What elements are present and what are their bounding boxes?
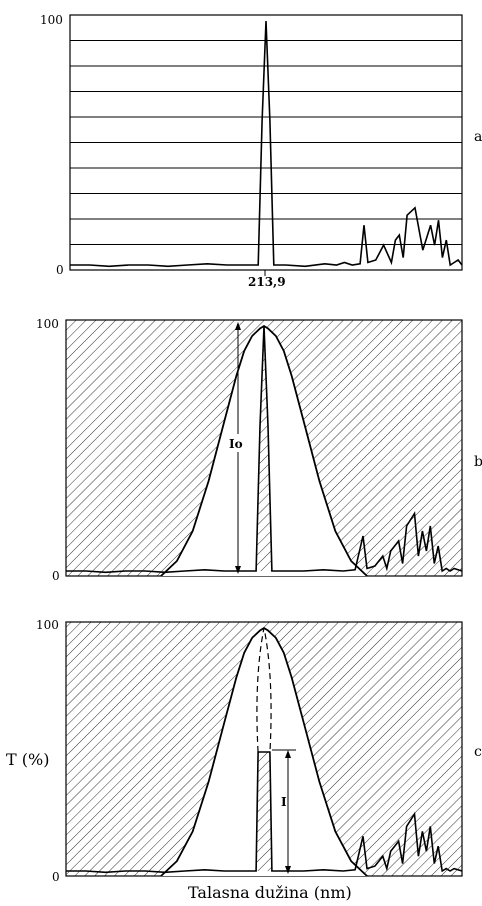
panel-b-io-label-bg [228, 434, 248, 452]
panel-a-letter: a [474, 129, 482, 145]
panel-b: Io 0 100 b [36, 317, 482, 583]
panel-c-ytick-100: 100 [36, 618, 59, 632]
panel-c-spectrum-line [66, 751, 463, 874]
x-axis-title: Talasna dužina (nm) [188, 883, 352, 902]
panel-c-i-label: I [281, 795, 287, 809]
panel-b-spectrum-line [66, 325, 463, 574]
panel-b-letter: b [474, 454, 482, 470]
panel-b-ytick-0: 0 [52, 569, 60, 583]
panel-b-ytick-100: 100 [36, 317, 59, 331]
panel-b-io-arrowhead-bottom [235, 566, 241, 574]
panel-b-io-arrowhead-top [235, 322, 241, 330]
panel-a-xtick-label: 213,9 [248, 275, 286, 289]
panel-c-i-arrowhead-bottom [285, 866, 291, 874]
panel-c-ytick-0: 0 [52, 870, 60, 884]
panel-c-i-arrowhead-top [285, 750, 291, 758]
panel-a-ytick-100: 100 [40, 13, 63, 27]
panel-b-line-hatch-fill [256, 326, 272, 571]
panel-c: I 0 100 c T (%) Talasna dužina (nm) [6, 618, 482, 902]
panel-a-gridlines [70, 40, 462, 245]
panel-b-io-label: Io [229, 437, 243, 451]
panel-a-ytick-0: 0 [56, 263, 64, 277]
panel-a-spectrum-line [70, 20, 463, 268]
panel-c-letter: c [474, 744, 482, 760]
y-axis-title: T (%) [6, 750, 49, 769]
panel-c-line-hatch-fill [256, 752, 272, 871]
panel-a: 0 100 213,9 a [40, 13, 482, 289]
panel-c-dashed-original-line [256, 627, 272, 753]
